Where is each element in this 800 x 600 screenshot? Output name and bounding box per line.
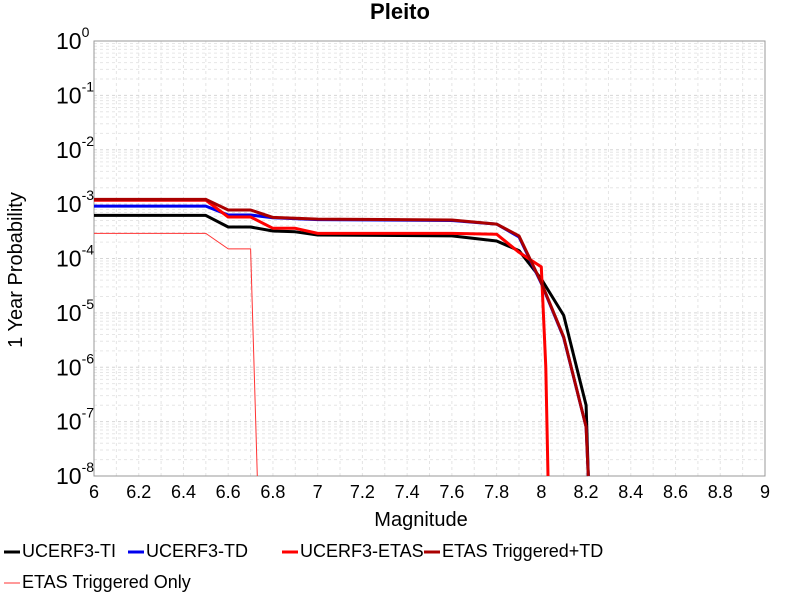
legend: UCERF3-TI UCERF3-TD UCERF3-ETAS ETAS Trigge… xyxy=(4,541,603,592)
x-axis-ticks: 6 6.2 6.4 6.6 6.8 7 7.2 7.4 7.6 7.8 8 8.2 8.4 8.6 8.8 9 xyxy=(89,482,770,502)
chart-title: Pleito xyxy=(370,0,430,24)
x-tick-label: 7.6 xyxy=(439,482,464,502)
x-tick-label: 8.4 xyxy=(618,482,643,502)
y-tick-label: 100 xyxy=(56,24,90,54)
y-tick-label: 10-4 xyxy=(56,242,94,272)
x-tick-label: 7.2 xyxy=(350,482,375,502)
series-line-1 xyxy=(94,213,590,477)
series-line-5 xyxy=(94,232,258,477)
plot-area xyxy=(93,40,766,477)
x-tick-label: 8.8 xyxy=(708,482,733,502)
y-tick-label: 10-2 xyxy=(56,133,94,163)
y-tick-label: 10-7 xyxy=(56,405,94,435)
x-tick-label: 6 xyxy=(89,482,99,502)
x-axis-label: Magnitude xyxy=(374,509,467,531)
x-tick-label: 6.4 xyxy=(171,482,196,502)
x-tick-label: 6.2 xyxy=(126,482,151,502)
x-tick-label: 7.8 xyxy=(484,482,509,502)
x-tick-label: 6.6 xyxy=(216,482,241,502)
x-tick-label: 9 xyxy=(760,482,770,502)
x-tick-label: 6.8 xyxy=(260,482,285,502)
legend-label: ETAS Triggered+TD xyxy=(442,541,603,561)
y-tick-label: 10-6 xyxy=(56,350,94,380)
legend-label: UCERF3-ETAS xyxy=(300,541,424,561)
x-tick-label: 8.6 xyxy=(663,482,688,502)
y-tick-label: 10-5 xyxy=(56,296,94,326)
series-line-3 xyxy=(94,198,550,477)
legend-label: UCERF3-TD xyxy=(146,541,248,561)
y-tick-label: 10-1 xyxy=(56,78,94,108)
series-line-4 xyxy=(94,197,590,477)
grid xyxy=(93,41,766,477)
series-layer xyxy=(94,197,590,477)
legend-label: ETAS Triggered Only xyxy=(22,572,191,592)
x-tick-label: 7 xyxy=(313,482,323,502)
y-tick-label: 10-3 xyxy=(56,187,94,217)
x-tick-label: 7.4 xyxy=(395,482,420,502)
y-axis-label: 1 Year Probability xyxy=(5,192,27,348)
x-tick-label: 8 xyxy=(536,482,546,502)
x-tick-label: 8.2 xyxy=(574,482,599,502)
legend-label: UCERF3-TI xyxy=(22,541,116,561)
